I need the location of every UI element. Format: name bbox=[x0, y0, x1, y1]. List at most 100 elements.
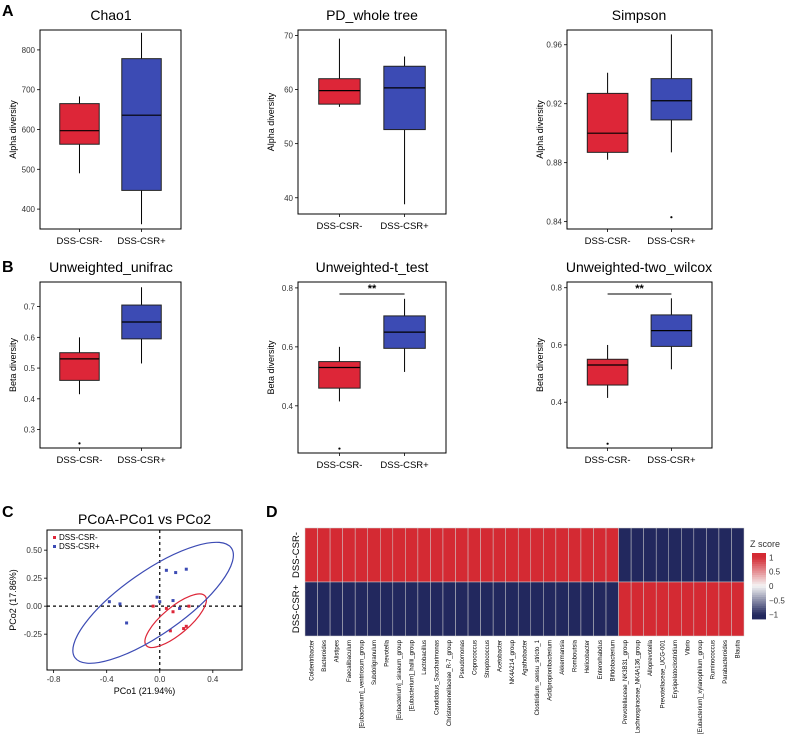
colorbar-step bbox=[752, 577, 766, 580]
column-label: Akkermansia bbox=[560, 639, 566, 674]
heat-cell bbox=[317, 581, 331, 637]
y-tick-label: 0.84 bbox=[546, 218, 562, 227]
heat-cell bbox=[693, 581, 707, 637]
heat-cell bbox=[543, 527, 557, 583]
box-pos bbox=[383, 65, 426, 131]
x-axis-label: PCo1 (21.94%) bbox=[114, 686, 176, 696]
colorbar-step bbox=[752, 599, 766, 602]
x-tick-label: DSS-CSR- bbox=[316, 460, 362, 471]
heat-cell bbox=[329, 581, 343, 637]
column-label: Blautia bbox=[736, 639, 742, 658]
column-label: Coprococcus bbox=[472, 640, 478, 675]
heat-cell bbox=[480, 581, 494, 637]
heat-cell bbox=[630, 581, 644, 637]
heat-cell bbox=[605, 527, 619, 583]
colorbar-step bbox=[752, 603, 766, 607]
heat-cell bbox=[455, 527, 469, 583]
column-label: Helicobacter bbox=[585, 640, 591, 673]
y-axis-label: Alpha diversity bbox=[266, 92, 276, 151]
heat-cell bbox=[442, 527, 456, 583]
colorbar-tick-label: −1 bbox=[769, 611, 779, 620]
x-tick-label: -0.8 bbox=[47, 675, 61, 684]
column-label: Ruminococcus bbox=[711, 640, 717, 679]
chart-title: PCoA-PCo1 vs PCo2 bbox=[78, 511, 211, 527]
heat-cell bbox=[354, 581, 368, 637]
scatter-point bbox=[158, 600, 162, 604]
scatter-point bbox=[164, 606, 168, 610]
column-label: Bacteroides bbox=[322, 640, 328, 672]
heat-cell bbox=[530, 527, 544, 583]
heat-cell bbox=[618, 527, 632, 583]
column-label: Prevotella bbox=[385, 639, 391, 666]
y-tick-label: 50 bbox=[284, 140, 293, 149]
heat-cell bbox=[417, 581, 431, 637]
scatter-point bbox=[174, 571, 178, 575]
y-tick-label: 40 bbox=[284, 194, 293, 203]
column-label: Candidatus_Saccharimonas bbox=[435, 640, 441, 715]
column-label: Streptococcus bbox=[485, 640, 491, 678]
row-label: DSS-CSR+ bbox=[291, 584, 302, 633]
y-tick-label: 0.6 bbox=[24, 333, 36, 342]
colorbar-step bbox=[752, 559, 766, 563]
x-tick-label: DSS-CSR- bbox=[585, 236, 631, 247]
heat-cell bbox=[455, 581, 469, 637]
colorbar-step bbox=[752, 592, 766, 596]
heat-cell bbox=[367, 527, 381, 583]
column-label: [Eubacterium]_xylanophilum_group bbox=[698, 639, 704, 734]
chart-title: Chao1 bbox=[90, 7, 131, 23]
chart-title: PD_whole tree bbox=[326, 7, 418, 23]
heat-cell bbox=[392, 527, 406, 583]
heat-cell bbox=[580, 527, 594, 583]
heat-cell bbox=[718, 527, 732, 583]
column-label: Vibrio bbox=[686, 639, 692, 655]
y-axis-label: PCo2 (17.86%) bbox=[8, 569, 18, 631]
colorbar-step bbox=[752, 588, 766, 591]
box-neg bbox=[318, 78, 361, 105]
y-tick-label: 0.96 bbox=[546, 41, 562, 50]
colorbar-step bbox=[752, 583, 766, 587]
column-label: Lactobacillus bbox=[422, 640, 428, 675]
plot-frame bbox=[297, 281, 447, 454]
y-tick-label: 0.92 bbox=[546, 100, 562, 109]
heat-cell bbox=[304, 527, 318, 583]
y-tick-label: 700 bbox=[22, 86, 36, 95]
column-label: Subdoligranulum bbox=[372, 640, 378, 685]
column-label: Erysipelatoclostridium bbox=[673, 640, 679, 698]
heat-cell bbox=[706, 581, 720, 637]
column-label: Agathobacter bbox=[523, 640, 529, 676]
colorbar-step bbox=[752, 608, 766, 611]
heat-cell bbox=[655, 527, 669, 583]
x-tick-label: 0.4 bbox=[207, 675, 219, 684]
colorbar-tick-label: 1 bbox=[769, 553, 774, 562]
y-tick-label: 0.5 bbox=[24, 364, 36, 373]
colorbar-step bbox=[752, 570, 766, 574]
y-axis-label: Beta diversity bbox=[8, 337, 18, 392]
heat-cell bbox=[655, 581, 669, 637]
significance-label: ** bbox=[368, 283, 377, 295]
scatter-point bbox=[118, 602, 122, 606]
chart-unweighted-t-test: Unweighted-t_test 0.4 0.6 0.8 Beta diversity… bbox=[266, 259, 447, 471]
x-tick-label: DSS-CSR+ bbox=[380, 460, 429, 471]
heat-cell bbox=[555, 581, 569, 637]
y-tick-label: 400 bbox=[22, 205, 36, 214]
y-tick-label: 0.4 bbox=[551, 398, 563, 407]
scatter-point bbox=[151, 604, 155, 608]
heat-cell bbox=[593, 527, 607, 583]
scatter-point bbox=[178, 606, 182, 610]
scatter-point bbox=[184, 567, 188, 571]
heat-cell bbox=[643, 581, 657, 637]
chart-title: Unweighted-t_test bbox=[316, 259, 429, 275]
y-tick-label: 0.50 bbox=[26, 546, 42, 555]
y-tick-label: 70 bbox=[284, 31, 293, 40]
scatter-point bbox=[168, 629, 172, 633]
x-tick-label: DSS-CSR+ bbox=[380, 221, 429, 232]
y-tick-label: 500 bbox=[22, 165, 36, 174]
heat-cell bbox=[593, 581, 607, 637]
panel-letter-c: C bbox=[2, 504, 14, 521]
chart-pcoa: PCoA-PCo1 vs PCo2 -0.8 -0.4 0.0 0.4 -0.25 0.00… bbox=[8, 511, 243, 696]
heat-cell bbox=[731, 581, 745, 637]
confidence-ellipse bbox=[144, 593, 207, 649]
heat-cell bbox=[492, 581, 506, 637]
y-tick-label: 800 bbox=[22, 46, 36, 55]
